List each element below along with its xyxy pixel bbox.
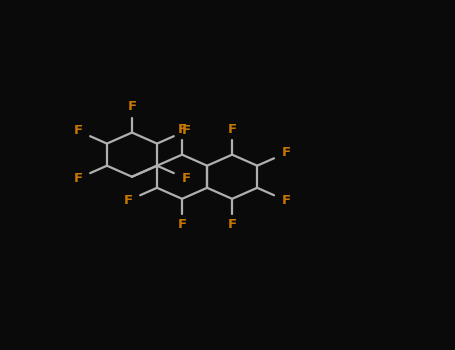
Text: F: F — [177, 218, 187, 231]
Text: F: F — [228, 218, 237, 231]
Text: F: F — [182, 124, 191, 137]
Text: F: F — [73, 172, 82, 185]
Text: F: F — [123, 194, 132, 207]
Text: F: F — [282, 146, 291, 159]
Text: F: F — [73, 124, 82, 137]
Text: F: F — [177, 122, 187, 135]
Text: F: F — [282, 194, 291, 207]
Text: F: F — [127, 100, 136, 113]
Text: F: F — [182, 172, 191, 185]
Text: F: F — [228, 122, 237, 135]
